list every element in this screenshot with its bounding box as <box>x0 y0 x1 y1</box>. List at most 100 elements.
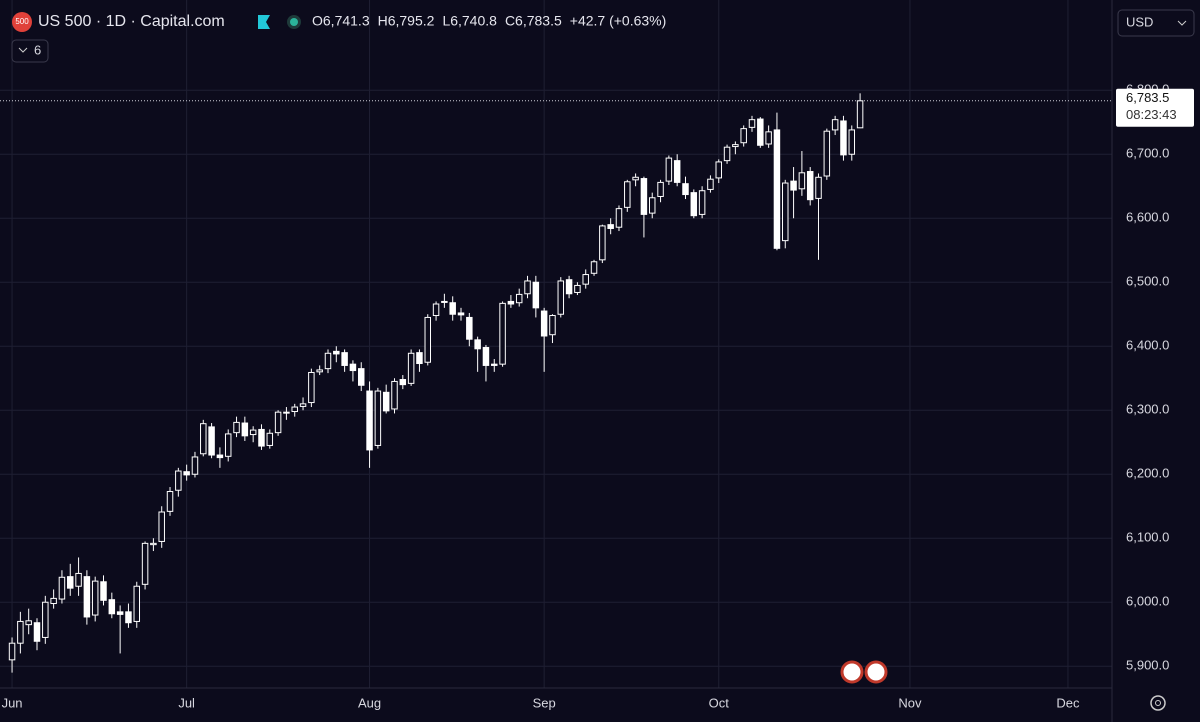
currency-select[interactable] <box>1117 9 1195 37</box>
y-tick-label: 6,000.0 <box>1126 594 1169 609</box>
candle-body <box>366 390 373 451</box>
candle-body <box>158 511 165 542</box>
y-tick-label: 5,900.0 <box>1126 658 1169 673</box>
candle-body <box>823 130 831 177</box>
candle-body <box>258 428 265 447</box>
x-tick-label: Dec <box>1056 695 1080 710</box>
candle-body <box>856 100 864 129</box>
x-tick-label: Jul <box>178 695 195 710</box>
chart-title[interactable]: US 500 · 1D · Capital.com <box>38 13 225 30</box>
candle-body <box>806 171 814 201</box>
gear <box>1150 695 1166 711</box>
gear-hub <box>1155 700 1161 706</box>
candle-body <box>116 611 124 615</box>
candle-body <box>67 576 74 589</box>
candle-body <box>341 352 348 366</box>
candle-body <box>141 542 149 585</box>
x-tick-label: Nov <box>898 695 922 710</box>
candle-body <box>515 293 523 304</box>
candle-body <box>732 144 739 148</box>
chevron <box>1177 20 1187 26</box>
currency: USD <box>1126 14 1153 29</box>
candle-body <box>432 303 440 317</box>
candle-body <box>615 208 623 228</box>
x-tick-label: Sep <box>533 695 556 710</box>
y-tick-label: 6,400.0 <box>1126 338 1169 353</box>
candle-body <box>582 274 589 285</box>
candle-body <box>599 225 606 261</box>
event-flag[interactable] <box>864 660 888 684</box>
last-price-box <box>1116 88 1194 127</box>
candle-body <box>216 454 224 459</box>
ohlc-readout: O6,741.3 H6,795.2 L6,740.8 C6,783.5 +42.7 (+… <box>312 13 666 29</box>
candle-body <box>391 380 398 410</box>
indicator-toggle[interactable] <box>11 39 49 63</box>
candle-body <box>249 429 257 436</box>
candle-body <box>673 160 681 183</box>
candle-body <box>8 642 16 661</box>
candle-body <box>765 131 772 145</box>
x-tick-label: Jun <box>2 695 23 710</box>
settings-icon[interactable] <box>1150 695 1166 711</box>
time-axis: Jun Jul Aug Sep Oct Nov Dec <box>2 695 1080 710</box>
chevron <box>18 47 28 53</box>
candle-body <box>715 161 722 179</box>
candle-body <box>840 120 847 156</box>
event-markers[interactable] <box>840 660 888 684</box>
candle-body <box>407 352 415 384</box>
candle-body <box>532 281 540 309</box>
candle-body <box>632 176 639 181</box>
candle-body <box>125 611 132 624</box>
candle-body <box>682 183 689 196</box>
candle-body <box>707 178 714 190</box>
candle-body <box>782 182 789 242</box>
x-tick-label: Oct <box>709 695 730 710</box>
candle-body <box>624 181 631 208</box>
candle-body <box>416 352 423 365</box>
candle-body <box>100 581 107 601</box>
candle-body <box>133 585 141 622</box>
candle-body <box>333 350 340 355</box>
candle-body <box>499 302 506 365</box>
candle-body <box>283 411 290 414</box>
candle-body <box>491 363 498 366</box>
countdown: 08:23:43 <box>1126 107 1177 122</box>
candle-body <box>466 316 473 340</box>
symbol-icon[interactable] <box>12 12 32 32</box>
candle-body <box>424 316 431 363</box>
candle-body <box>374 390 382 446</box>
candle-body <box>607 224 614 229</box>
candle-body <box>540 310 548 337</box>
ohlc-value: C6,783.5 <box>505 13 562 29</box>
candle-body <box>91 580 99 616</box>
ohlc-value: H6,795.2 <box>378 13 435 29</box>
candle-body <box>358 368 365 386</box>
candle-body <box>266 432 274 446</box>
y-tick-label: 6,700.0 <box>1126 146 1169 161</box>
candle-body <box>274 411 282 434</box>
candle-body <box>324 352 332 370</box>
indicator-count: 6 <box>34 42 41 57</box>
symbol-icon-text: 500 <box>15 17 29 26</box>
candle-body <box>42 601 49 638</box>
candle-body <box>798 172 806 190</box>
candle-body <box>748 119 756 128</box>
candle-body <box>316 369 323 373</box>
candle-body <box>640 178 648 215</box>
candle-body <box>657 181 664 197</box>
y-tick-label: 6,200.0 <box>1126 466 1169 481</box>
flag-icon[interactable] <box>258 15 270 29</box>
candle-body <box>574 284 581 293</box>
candle-body <box>773 129 781 249</box>
candle-body <box>299 403 307 407</box>
candle-body <box>524 280 531 295</box>
candles <box>0 93 1112 673</box>
candle-body <box>233 421 240 434</box>
y-tick-label: 6,300.0 <box>1126 402 1169 417</box>
candle-body <box>690 192 698 217</box>
y-tick-label: 6,100.0 <box>1126 530 1169 545</box>
candle-body <box>17 620 24 644</box>
candle-body <box>565 279 573 295</box>
event-flag[interactable] <box>840 660 864 684</box>
